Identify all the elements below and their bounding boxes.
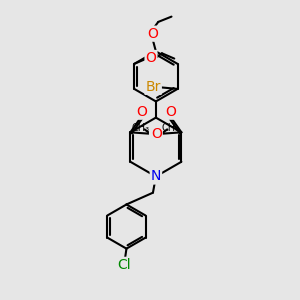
Text: O: O: [150, 127, 161, 141]
Text: Cl: Cl: [117, 258, 131, 272]
Text: O: O: [136, 105, 147, 119]
Text: Br: Br: [146, 80, 161, 94]
Text: O: O: [147, 27, 158, 41]
Text: CH₃: CH₃: [162, 123, 180, 133]
Text: O: O: [165, 105, 176, 119]
Text: O: O: [151, 127, 162, 141]
Text: CH₃: CH₃: [132, 123, 150, 133]
Text: O: O: [146, 51, 156, 65]
Text: N: N: [151, 169, 161, 184]
